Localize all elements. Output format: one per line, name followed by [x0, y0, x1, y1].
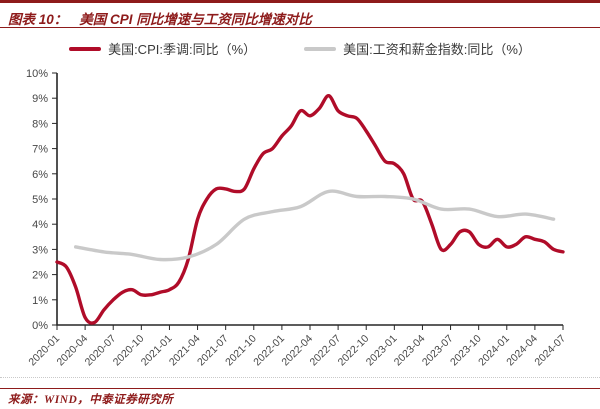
figure-title: 美国 CPI 同比增速与工资同比增速对比 [79, 12, 312, 27]
y-tick-label: 7% [32, 144, 48, 156]
chart-legend: 美国:CPI:季调:同比（%） 美国:工资和薪金指数:同比（%） [0, 39, 600, 58]
x-tick-label: 2024-07 [532, 333, 568, 369]
y-tick-label: 2% [32, 270, 48, 282]
y-tick-label: 5% [32, 194, 48, 206]
top-accent-bar [0, 0, 600, 3]
title-divider [0, 27, 600, 28]
legend-item-cpi: 美国:CPI:季调:同比（%） [69, 39, 256, 58]
y-tick-label: 6% [32, 169, 48, 181]
y-tick-label: 0% [32, 320, 48, 332]
figure-title-row: 图表 10： 美国 CPI 同比增速与工资同比增速对比 [8, 8, 312, 28]
y-tick-label: 4% [32, 219, 48, 231]
y-tick-label: 3% [32, 244, 48, 256]
legend-label-wage: 美国:工资和薪金指数:同比（%） [343, 42, 531, 57]
legend-item-wage: 美国:工资和薪金指数:同比（%） [304, 39, 531, 58]
footer-divider [0, 388, 600, 389]
y-tick-label: 10% [26, 68, 48, 80]
wage-line [74, 189, 556, 262]
y-tick-label: 8% [32, 118, 48, 130]
source-note: 来源：WIND，中泰证券研究所 [8, 394, 174, 406]
y-tick-label: 9% [32, 93, 48, 105]
y-tick-label: 1% [32, 295, 48, 307]
cpi-line [55, 94, 565, 325]
figure-number-label: 图表 10： [8, 12, 68, 27]
wage-line-swatch [304, 46, 337, 51]
legend-label-cpi: 美国:CPI:季调:同比（%） [108, 42, 257, 57]
axis-lines [56, 73, 563, 326]
cpi-line-swatch [69, 46, 102, 51]
dotted-divider [0, 377, 600, 378]
